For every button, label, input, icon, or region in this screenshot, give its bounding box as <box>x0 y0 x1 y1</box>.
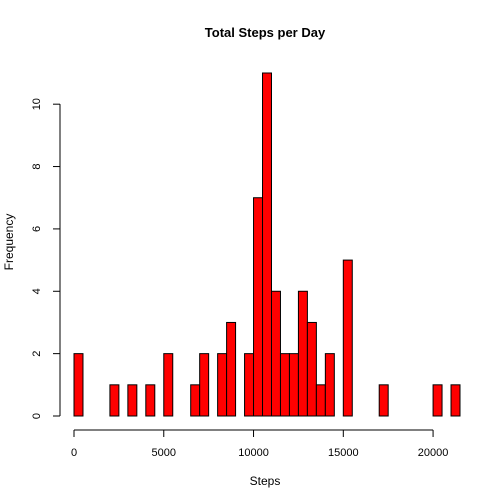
histogram-bar <box>226 321 237 417</box>
histogram-bar <box>450 384 461 417</box>
histogram-bar <box>253 197 264 417</box>
histogram-bar <box>378 384 389 417</box>
histogram-bar <box>127 384 138 417</box>
histogram-bar <box>145 384 156 417</box>
x-axis-label: Steps <box>250 474 281 488</box>
histogram-bar <box>244 353 255 417</box>
x-tick-label: 0 <box>71 447 77 459</box>
histogram-bar <box>73 353 84 417</box>
bars-group <box>73 72 461 417</box>
y-tick-label: 4 <box>31 288 43 294</box>
histogram-bar <box>288 353 299 417</box>
histogram-bar <box>324 353 335 417</box>
y-tick-label: 8 <box>31 163 43 169</box>
x-axis: 0 5000 10000 15000 20000 <box>71 429 449 459</box>
y-tick-label: 2 <box>31 351 43 357</box>
histogram-bar <box>190 384 201 417</box>
chart-title: Total Steps per Day <box>205 25 326 40</box>
y-axis: 0 2 4 6 8 10 <box>31 98 61 419</box>
y-tick-label: 10 <box>31 98 43 110</box>
histogram-bar <box>297 290 308 417</box>
histogram-bar <box>199 353 210 417</box>
histogram-bar <box>270 290 281 417</box>
histogram-bar <box>432 384 443 417</box>
histogram-bar <box>306 321 317 417</box>
histogram-bar <box>342 259 353 417</box>
x-tick-label: 20000 <box>418 447 449 459</box>
histogram-bar <box>279 353 290 417</box>
histogram-bar <box>163 353 174 417</box>
y-axis-label: Frequency <box>2 214 16 271</box>
x-tick-label: 15000 <box>328 447 359 459</box>
y-tick-label: 0 <box>31 413 43 419</box>
histogram-bar <box>109 384 120 417</box>
x-tick-label: 10000 <box>238 447 269 459</box>
x-tick-label: 5000 <box>152 447 176 459</box>
histogram-bar <box>262 72 272 417</box>
histogram-bar <box>217 353 228 417</box>
y-tick-label: 6 <box>31 226 43 232</box>
histogram-bar <box>315 384 326 417</box>
